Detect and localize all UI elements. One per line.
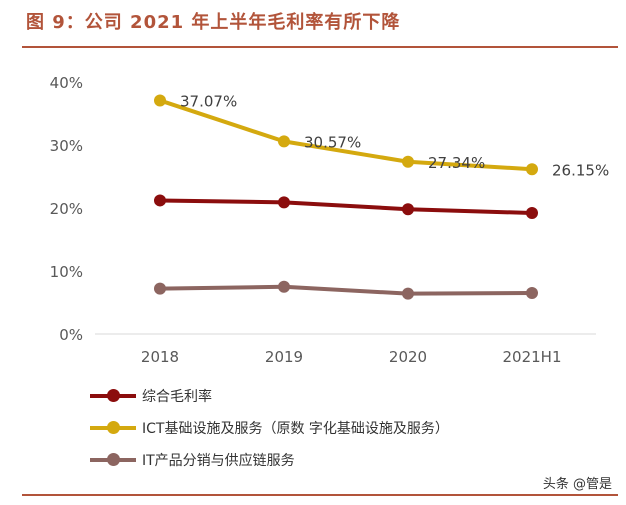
- x-tick-label: 2019: [265, 348, 303, 366]
- bottom-divider: [22, 494, 618, 496]
- figure-title: 图 9：公司 2021 年上半年毛利率有所下降: [26, 12, 401, 33]
- legend-label: IT产品分销与供应链服务: [142, 453, 295, 469]
- legend-item: IT产品分销与供应链服务: [90, 444, 449, 476]
- y-tick-label: 0%: [59, 326, 83, 344]
- legend-item: ICT基础设施及服务（原数 字化基础设施及服务）: [90, 412, 449, 444]
- legend-swatch: [90, 421, 136, 435]
- data-point: [278, 196, 290, 209]
- watermark: 头条 @管是: [542, 477, 612, 492]
- y-tick-label: 40%: [50, 74, 83, 92]
- series-line: [159, 98, 533, 172]
- data-point: [154, 282, 166, 295]
- x-tick-label: 2021H1: [503, 348, 562, 366]
- data-point: [526, 287, 538, 300]
- legend-item: 综合毛利率: [90, 380, 449, 412]
- data-point: [154, 194, 166, 207]
- data-point: [402, 203, 414, 216]
- chart-legend: 综合毛利率 ICT基础设施及服务（原数 字化基础设施及服务） IT产品分销与供应链服…: [90, 380, 449, 476]
- y-tick-label: 30%: [50, 137, 83, 155]
- y-tick-label: 20%: [50, 200, 83, 218]
- title-divider: [22, 46, 618, 48]
- data-point: [154, 94, 166, 107]
- legend-label: ICT基础设施及服务（原数 字化基础设施及服务）: [142, 421, 449, 437]
- data-label: 37.07%: [180, 92, 237, 110]
- legend-label: 综合毛利率: [142, 389, 212, 405]
- data-point: [526, 207, 538, 220]
- data-point: [278, 135, 290, 148]
- data-point: [402, 287, 414, 300]
- y-tick-label: 10%: [50, 263, 83, 281]
- legend-swatch: [90, 453, 136, 467]
- data-label: 27.34%: [428, 154, 485, 172]
- data-label: 26.15%: [552, 161, 609, 179]
- data-point: [526, 163, 538, 176]
- x-tick-label: 2018: [141, 348, 179, 366]
- series-line: [159, 284, 533, 296]
- data-label: 30.57%: [304, 133, 361, 151]
- data-point: [402, 155, 414, 168]
- series-line: [159, 198, 533, 216]
- x-tick-label: 2020: [389, 348, 427, 366]
- data-point: [278, 280, 290, 293]
- legend-swatch: [90, 389, 136, 403]
